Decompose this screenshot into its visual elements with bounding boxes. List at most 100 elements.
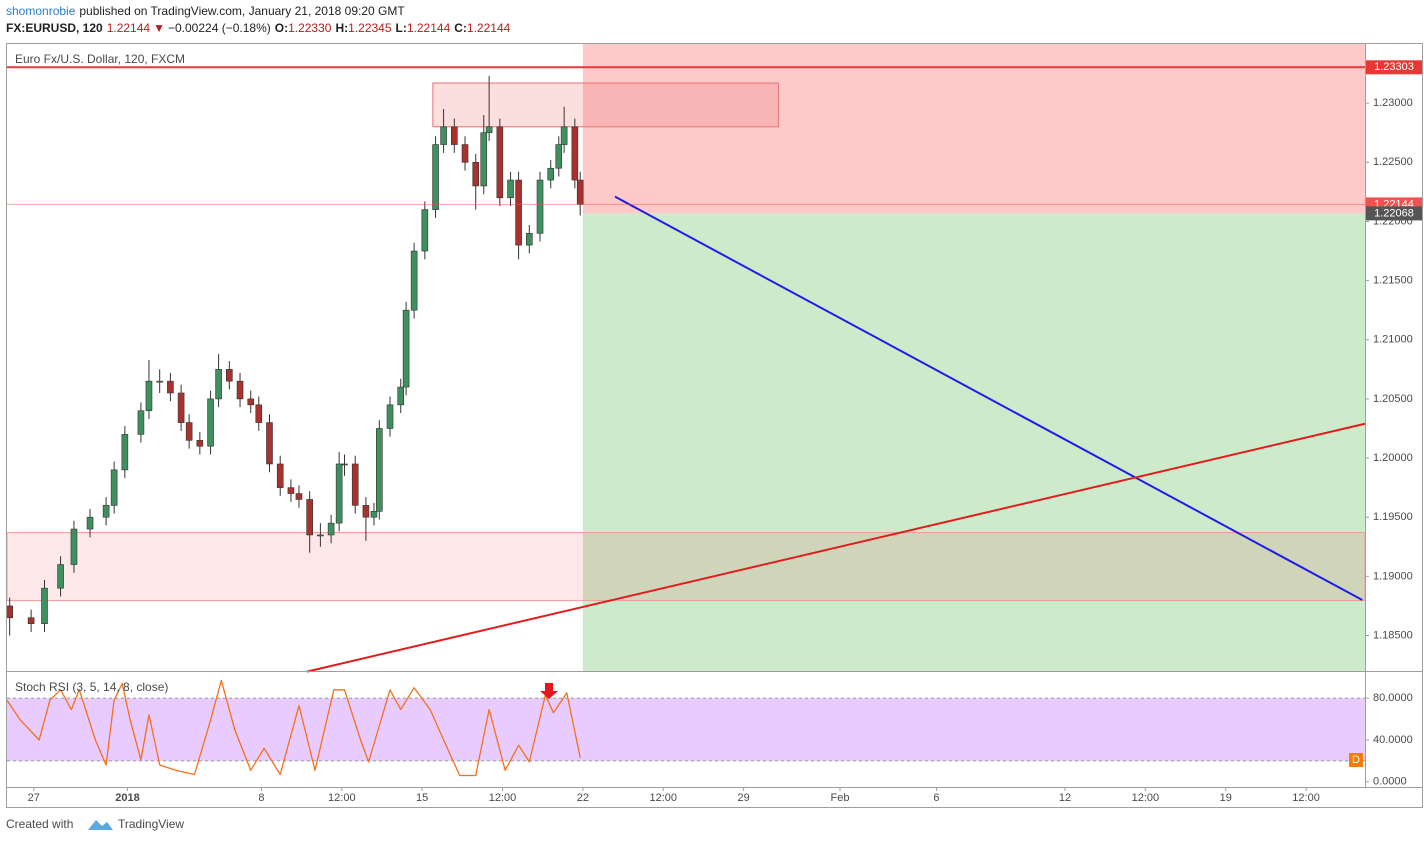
- candle-body: [370, 510, 378, 518]
- candle-body: [27, 617, 35, 624]
- candle-body: [236, 380, 244, 400]
- candle-body: [57, 564, 64, 589]
- price-badge: [1366, 60, 1422, 75]
- candle-body: [507, 179, 514, 199]
- low: 1.22144: [407, 21, 451, 35]
- candle-body: [70, 528, 78, 565]
- candle-body: [571, 126, 579, 181]
- candle-body: [461, 144, 469, 163]
- candle-body: [255, 404, 263, 423]
- x-tick-label: 12:00: [1132, 792, 1160, 804]
- y-tick-label: 1.20000: [1373, 452, 1413, 464]
- legend: Euro Fx/U.S. Dollar, 120, FXCM: [15, 52, 185, 66]
- candle-body: [480, 132, 488, 187]
- stoch-band: [7, 698, 1365, 761]
- candle-body: [167, 380, 174, 394]
- x-tick-label: 19: [1220, 792, 1232, 804]
- candle-body: [341, 463, 348, 466]
- last: 1.22144: [107, 21, 151, 35]
- stoch-title: Stoch RSI (3, 5, 14, 8, close): [15, 680, 168, 694]
- candle-body: [386, 404, 394, 429]
- candle-body: [432, 144, 439, 210]
- stoch-line: [6, 679, 581, 777]
- candle-body: [247, 398, 255, 406]
- candle-body: [41, 587, 48, 624]
- high: 1.22345: [348, 21, 392, 35]
- x-tick-label: 12:00: [649, 792, 677, 804]
- candle-body: [295, 493, 303, 500]
- l-label: L:: [396, 21, 407, 35]
- candle-body: [440, 126, 447, 145]
- ohlc-line: FX:EURUSD, 120 1.22144 ▼ −0.00224 (−0.18%) O…: [6, 21, 511, 35]
- trendline: [614, 195, 1363, 601]
- x-tick-label: 8: [258, 792, 264, 804]
- c-label: C:: [454, 21, 467, 35]
- candle-body: [215, 369, 222, 400]
- header-line: shomonrobie published on TradingView.com,…: [6, 4, 405, 18]
- y-tick-label: 1.21500: [1373, 275, 1413, 287]
- x-tick-label: 22: [577, 792, 589, 804]
- candle-body: [137, 410, 145, 435]
- candle-body: [547, 167, 555, 181]
- candle-body: [226, 369, 233, 382]
- candle-body: [410, 250, 418, 311]
- candle-body: [317, 534, 324, 537]
- target-zone: [582, 213, 1365, 671]
- candle-body: [536, 179, 544, 234]
- x-tick-label: Feb: [831, 792, 850, 804]
- footer-brand[interactable]: TradingView: [118, 817, 184, 831]
- candle-body: [526, 232, 533, 246]
- arrow: ▼: [153, 21, 165, 35]
- plot: 1.18500 1.19000 1.19500 1.20000 1.20500 1.210…: [6, 44, 1422, 804]
- footer: [0, 810, 1424, 843]
- candle-body: [102, 505, 110, 518]
- candle-body: [362, 505, 370, 518]
- y-tick-label: 1.19000: [1373, 570, 1413, 582]
- candle-body: [177, 392, 185, 423]
- resistance-box: [432, 82, 779, 128]
- h-label: H:: [335, 21, 348, 35]
- candle-body: [276, 463, 284, 488]
- candle-body: [156, 380, 163, 383]
- x-tick-label: 15: [416, 792, 428, 804]
- candle-body: [485, 126, 493, 134]
- badge-box: [1349, 753, 1363, 767]
- o-label: O:: [275, 21, 288, 35]
- footer-text: Created with: [6, 817, 73, 831]
- y-tick-label: 0.0000: [1373, 776, 1407, 788]
- candle-body: [6, 605, 13, 619]
- stop-zone: [582, 44, 1365, 214]
- candle-body: [306, 499, 313, 536]
- y-tick-label: 1.20500: [1373, 393, 1413, 405]
- candle-body: [496, 126, 504, 199]
- author[interactable]: shomonrobie: [6, 4, 76, 18]
- x-tick-label: 6: [933, 792, 939, 804]
- y-tick-label: 1.23000: [1373, 97, 1413, 109]
- y-tick-label: 1.22500: [1373, 156, 1413, 168]
- x-tick-label: 12: [1059, 792, 1071, 804]
- candle-body: [515, 179, 522, 246]
- candle-body: [145, 380, 153, 412]
- y-tick-label: 1.18500: [1373, 629, 1413, 641]
- candle-body: [555, 144, 563, 169]
- y-tick-label: 1.19500: [1373, 511, 1413, 523]
- symbol: FX:EURUSD, 120: [6, 21, 103, 35]
- trendline: [306, 422, 1366, 673]
- published: published on TradingView.com, January 21…: [79, 4, 405, 18]
- candle-body: [576, 179, 584, 205]
- candle-body: [560, 126, 568, 145]
- signal-arrow: [540, 683, 558, 699]
- x-tick-label: 12:00: [489, 792, 517, 804]
- x-tick-label: 12:00: [1292, 792, 1320, 804]
- candle-body: [327, 522, 335, 536]
- price-badge-label: 1.23303: [1374, 61, 1414, 73]
- change: −0.00224 (−0.18%): [168, 21, 271, 35]
- y-tick-label: 80.0000: [1373, 692, 1413, 704]
- candle-body: [287, 487, 295, 494]
- candle-body: [402, 309, 410, 388]
- y-tick-label: 40.0000: [1373, 734, 1413, 746]
- entry-badge: [1366, 206, 1422, 221]
- candle-body: [185, 422, 193, 441]
- candle-body: [110, 469, 118, 506]
